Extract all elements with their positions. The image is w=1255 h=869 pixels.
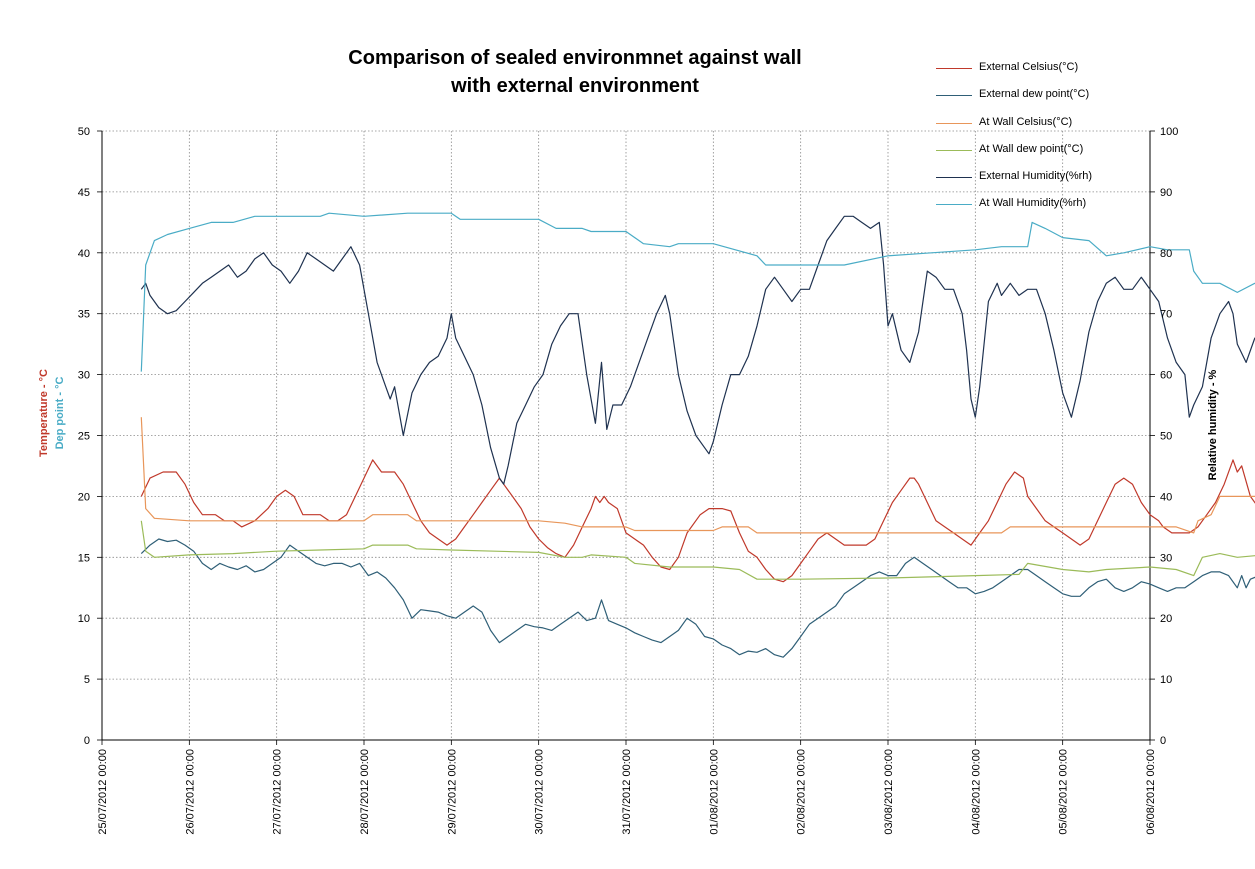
legend-swatch [936,149,972,151]
x-tick-label: 26/07/2012 00:00 [184,749,196,835]
y-left-tick-label: 15 [78,552,90,564]
legend-swatch [936,204,972,206]
series-line-4 [140,520,1255,580]
y-left-tick-label: 30 [78,370,90,382]
legend-swatch [936,95,972,97]
legend-label: At Wall Humidity(%rh) [979,197,1087,210]
chart-title-line-2: with external environment [451,75,699,97]
y-right-tick-label: 80 [1160,248,1172,260]
y-left-tick-label: 35 [78,309,90,321]
series-line-6 [140,212,1255,372]
legend-item: External Celsius(°C) [936,58,1146,85]
legend-label: At Wall dew point(°C) [979,142,1084,155]
tick-labels: 0 5 10 15 20 25 30 35 40 45 50 0 10 20 30 40 50 60 70 80 90 1… [78,126,1179,835]
y-left-tick-label: 0 [84,735,90,747]
legend-item: External Humidity(%rh) [936,167,1146,194]
y-right-tick-label: 90 [1160,187,1172,199]
x-tick-label: 29/07/2012 00:00 [446,749,458,835]
left-axis-label-dewpoint: Dep point - °C [54,376,66,450]
legend-swatch [936,68,972,69]
x-tick-label: 31/07/2012 00:00 [621,749,633,835]
y-left-tick-label: 50 [78,126,90,138]
y-right-tick-label: 100 [1160,126,1178,138]
x-tick-label: 02/08/2012 00:00 [796,749,808,835]
right-axis-label-humidity: Relative humidity - % [1207,369,1219,481]
series-line-3 [140,417,1255,534]
x-tick-label: 27/07/2012 00:00 [272,749,284,835]
axes [97,130,1155,745]
y-right-tick-label: 30 [1160,552,1172,564]
legend-swatch [936,177,972,179]
y-left-tick-label: 45 [78,187,90,199]
y-right-tick-label: 70 [1160,309,1172,321]
x-tick-label: 25/07/2012 00:00 [97,749,109,835]
legend-label: External Celsius(°C) [979,61,1079,73]
y-left-tick-label: 40 [78,248,90,260]
y-right-tick-label: 0 [1160,735,1166,747]
x-tick-label: 04/08/2012 00:00 [970,749,982,835]
left-axis-label-temperature: Temperature - °C [38,369,50,457]
x-tick-label: 03/08/2012 00:00 [883,749,895,835]
legend-item: At Wall dew point(°C) [936,140,1146,167]
series-line-5 [140,215,1255,485]
y-right-tick-label: 40 [1160,491,1172,503]
legend-item: At Wall Humidity(%rh) [936,194,1146,221]
x-tick-label: 05/08/2012 00:00 [1058,749,1070,835]
chart-title-line-1: Comparison of sealed environmnet against… [348,47,802,69]
x-tick-label: 28/07/2012 00:00 [359,749,371,835]
grid [102,130,1151,740]
y-right-tick-label: 50 [1160,431,1172,443]
y-left-tick-label: 20 [78,491,90,503]
legend-label: External Humidity(%rh) [979,170,1093,183]
y-right-tick-label: 60 [1160,370,1172,382]
y-left-tick-label: 10 [78,613,90,625]
chart-title: Comparison of sealed environmnet against… [300,44,850,100]
x-tick-label: 06/08/2012 00:00 [1145,749,1157,835]
y-right-tick-label: 20 [1160,613,1172,625]
legend-swatch [936,122,972,124]
legend-item: At Wall Celsius(°C) [936,113,1146,140]
x-tick-label: 01/08/2012 00:00 [708,749,720,835]
legend-label: At Wall Celsius(°C) [979,115,1073,128]
y-left-tick-label: 5 [84,674,90,686]
y-right-tick-label: 10 [1160,674,1172,686]
x-tick-label: 30/07/2012 00:00 [534,749,546,835]
legend-item: External dew point(°C) [936,85,1146,112]
series-line-2 [140,538,1255,658]
y-left-tick-label: 25 [78,431,90,443]
series-line-1 [140,459,1255,583]
legend-label: External dew point(°C) [979,88,1090,101]
series-layer [140,212,1255,658]
legend: External Celsius(°C) External dew point(°… [936,58,1146,222]
